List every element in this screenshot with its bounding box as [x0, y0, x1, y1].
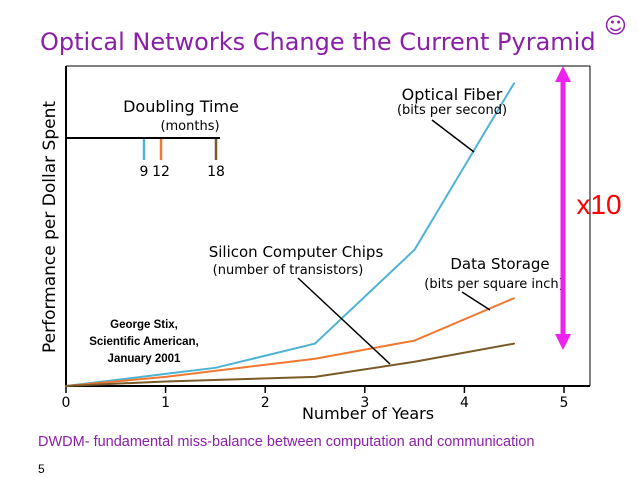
- data-storage-label: Data Storage: [450, 255, 549, 273]
- optical-fiber-point-4: [413, 248, 416, 251]
- optical-fiber-point-5: [513, 82, 515, 84]
- x-tick-label-2: 2: [261, 395, 270, 411]
- silicon-chips-label: Silicon Computer Chips: [209, 243, 384, 261]
- doubling-tick-label-9: 9: [140, 164, 149, 180]
- data-storage-sublabel: (bits per square inch): [424, 277, 563, 292]
- x-tick-label-0: 0: [62, 395, 71, 411]
- y-axis-label: Performance per Dollar Spent: [40, 101, 60, 353]
- doubling-tick-label-12: 12: [152, 164, 170, 180]
- source-line-1: George Stix,: [110, 319, 178, 331]
- data-storage-pointer: [461, 291, 491, 311]
- silicon-computer-chips-point-0: [65, 385, 67, 387]
- silicon-computer-chips-point-3: [413, 360, 416, 363]
- x-axis-label: Number of Years: [302, 404, 434, 423]
- data-storage-point-4: [513, 297, 515, 299]
- optical-fiber-label: Optical Fiber: [402, 85, 503, 104]
- multiplier-label: x10: [576, 189, 621, 220]
- x-tick-label-5: 5: [560, 395, 569, 411]
- optical-fiber-sublabel: (bits per second): [397, 103, 507, 118]
- footer-note: DWDM- fundamental miss-balance between c…: [38, 434, 535, 450]
- doubling-time-subtitle: (months): [160, 119, 219, 134]
- silicon-computer-chips-point-1: [164, 380, 167, 383]
- source-line-3: January 2001: [108, 353, 181, 365]
- slide-number: 5: [38, 462, 45, 476]
- x-tick-label-4: 4: [460, 395, 469, 411]
- performance-chart: Performance per Dollar Spent Number of Y…: [40, 65, 622, 423]
- smiley-icon: ☺: [604, 14, 627, 39]
- doubling-time-title: Doubling Time: [123, 97, 239, 116]
- doubling-tick-label-18: 18: [207, 164, 225, 180]
- optical-fiber-point-2: [214, 367, 217, 369]
- silicon-computer-chips-point-4: [513, 342, 515, 345]
- x-tick-label-1: 1: [161, 395, 170, 411]
- x-tick-label-3: 3: [360, 395, 369, 411]
- source-line-2: Scientific American,: [89, 336, 199, 348]
- data-storage-point-1: [164, 376, 167, 378]
- optical-fiber-pointer: [431, 119, 475, 153]
- data-storage-point-3: [413, 339, 416, 342]
- silicon-chips-sublabel: (number of transistors): [213, 263, 364, 278]
- data-storage-point-2: [314, 357, 316, 360]
- slide-title: Optical Networks Change the Current Pyra…: [40, 28, 596, 56]
- silicon-computer-chips-point-2: [314, 376, 316, 378]
- optical-fiber-line: [65, 82, 516, 387]
- optical-fiber-point-3: [314, 342, 316, 345]
- optical-fiber-point-1: [164, 373, 167, 375]
- silicon-chips-pointer: [297, 277, 391, 365]
